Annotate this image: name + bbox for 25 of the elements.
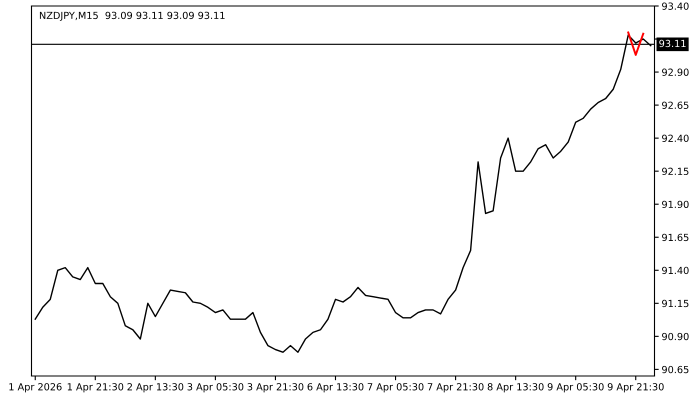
x-tick-label: 3 Apr 05:30 (188, 383, 244, 392)
y-tick-label: 92.90 (662, 68, 689, 76)
x-tick-label: 8 Apr 13:30 (488, 383, 544, 392)
x-tick-label: 6 Apr 13:30 (308, 383, 364, 392)
y-tick-label: 91.15 (662, 300, 688, 308)
y-tick-label: 91.90 (662, 200, 689, 208)
y-tick-label: 90.65 (662, 366, 688, 374)
x-tick-label: 7 Apr 21:30 (428, 383, 484, 392)
y-tick-label: 91.65 (662, 234, 688, 242)
x-tick-label: 9 Apr 05:30 (548, 383, 604, 392)
y-tick-label: 92.15 (662, 168, 688, 176)
y-tick-label: 91.40 (662, 266, 689, 274)
text: NZDJPY,M15 93.09 93.11 93.09 93.11 (40, 12, 225, 21)
x-tick-label: 7 Apr 05:30 (368, 383, 424, 392)
y-tick-label: 90.90 (662, 332, 689, 340)
x-tick-label: 1 Apr 2026 (9, 383, 62, 392)
ref-line-label: 93.11 (659, 40, 686, 48)
x-tick-label: 3 Apr 21:30 (248, 383, 304, 392)
x-tick-label: 1 Apr 21:30 (68, 383, 124, 392)
y-tick-label: 92.40 (662, 134, 689, 142)
y-tick-label: 92.65 (662, 102, 688, 109)
line-series (34, 34, 652, 353)
y-tick-label: 93.40 (662, 2, 689, 10)
x-tick-label: 2 Apr 13:30 (127, 383, 184, 392)
x-tick-label: 9 Apr 21:30 (608, 383, 664, 392)
